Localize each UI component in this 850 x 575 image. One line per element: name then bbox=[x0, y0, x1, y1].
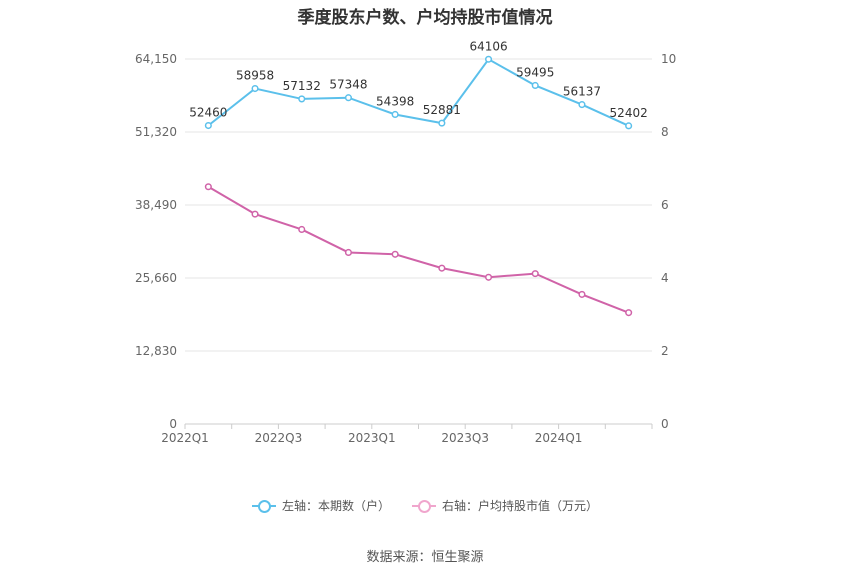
data-point-right bbox=[485, 273, 493, 281]
data-label: 58958 bbox=[236, 69, 274, 83]
right-axis-tick-label: 10 bbox=[661, 52, 676, 66]
x-axis-tick-label: 2023Q3 bbox=[441, 431, 489, 445]
data-label: 64106 bbox=[469, 39, 507, 53]
chart-title: 季度股东户数、户均持股市值情况 bbox=[297, 8, 553, 28]
legend-item-left-axis[interactable]: 左轴：本期数（户） bbox=[251, 497, 390, 514]
x-axis-tick-label: 2022Q3 bbox=[255, 431, 303, 445]
data-point-left bbox=[485, 55, 493, 63]
left-axis-tick-label: 51,320 bbox=[135, 125, 177, 139]
data-point-left bbox=[204, 121, 212, 130]
right-axis-tick-label: 6 bbox=[661, 198, 669, 212]
left-axis-tick-label: 38,490 bbox=[135, 198, 177, 212]
data-point-left bbox=[251, 84, 259, 93]
data-point-right bbox=[298, 225, 306, 234]
data-point-right bbox=[251, 210, 259, 218]
data-label: 59495 bbox=[516, 65, 554, 79]
data-point-left bbox=[625, 122, 633, 130]
data-point-right bbox=[438, 264, 446, 272]
data-point-right bbox=[204, 183, 212, 191]
left-axis-tick-label: 12,830 bbox=[135, 344, 177, 358]
x-axis-tick-label: 2023Q1 bbox=[348, 431, 396, 445]
data-point-right bbox=[625, 309, 633, 317]
left-axis-tick-label: 25,660 bbox=[135, 271, 177, 285]
left-axis-tick-label: 0 bbox=[169, 417, 177, 431]
data-point-left bbox=[298, 95, 306, 103]
right-axis-tick-label: 8 bbox=[661, 125, 669, 139]
data-label: 56137 bbox=[563, 85, 601, 99]
legend-item-right-axis[interactable]: 右轴：户均持股市值（万元） bbox=[412, 497, 598, 514]
data-label: 52881 bbox=[423, 103, 461, 117]
data-label: 57132 bbox=[283, 79, 321, 93]
legend-swatch-right bbox=[412, 499, 436, 513]
legend-swatch-left bbox=[251, 499, 276, 513]
data-point-left bbox=[391, 110, 399, 119]
data-point-left bbox=[438, 119, 446, 127]
right-axis-tick-label: 2 bbox=[661, 344, 669, 358]
right-axis-tick-label: 4 bbox=[661, 271, 669, 285]
left-axis-tick-label: 64,150 bbox=[135, 52, 177, 66]
data-label: 52460 bbox=[189, 106, 227, 120]
data-point-left bbox=[531, 81, 539, 90]
source-note: 数据来源：恒生聚源 bbox=[366, 550, 484, 565]
x-axis-tick-label: 2022Q1 bbox=[161, 431, 209, 445]
data-label: 57348 bbox=[329, 78, 367, 92]
data-point-left bbox=[344, 94, 353, 102]
legend-label-left: 左轴：本期数（户） bbox=[281, 499, 390, 513]
chart-legend: 左轴：本期数（户） 右轴：户均持股市值（万元） bbox=[0, 497, 850, 514]
data-point-left bbox=[578, 101, 586, 109]
data-point-right bbox=[391, 250, 399, 258]
series-line-left bbox=[207, 57, 630, 127]
data-label: 54398 bbox=[376, 94, 414, 108]
legend-label-right: 右轴：户均持股市值（万元） bbox=[442, 499, 599, 513]
x-axis-tick-label: 2024Q1 bbox=[535, 431, 583, 445]
right-axis-tick-label: 0 bbox=[661, 417, 669, 431]
series-line-right bbox=[207, 185, 630, 314]
data-point-right bbox=[531, 270, 539, 278]
data-point-right bbox=[578, 290, 586, 298]
data-point-right bbox=[344, 248, 353, 256]
data-label: 52402 bbox=[610, 106, 648, 120]
